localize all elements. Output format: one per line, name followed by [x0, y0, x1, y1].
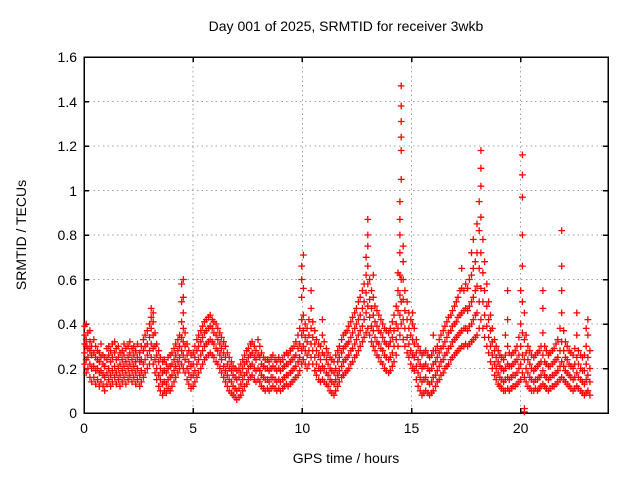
y-tick-label: 0 [69, 405, 77, 421]
x-tick-label: 0 [80, 420, 88, 436]
x-tick-label: 5 [189, 420, 198, 436]
chart-title: Day 001 of 2025, SRMTID for receiver 3wk… [208, 18, 484, 34]
scatter-points [81, 82, 594, 416]
x-axis-label: GPS time / hours [292, 450, 400, 466]
y-tick-label: 1 [69, 182, 77, 199]
y-tick-label: 0.8 [57, 227, 77, 243]
plot-border [83, 56, 609, 414]
x-tick-label: 20 [512, 420, 529, 436]
y-tick-label: 0.2 [57, 360, 77, 377]
y-tick-label: 0.6 [57, 271, 77, 288]
y-tick-label: 1.6 [57, 49, 77, 65]
x-tick-label: 15 [403, 420, 420, 436]
y-tick-label: 1.2 [57, 138, 77, 154]
y-tick-label: 0.4 [57, 316, 77, 332]
y-tick-label: 1.4 [57, 93, 77, 110]
x-tick-label: 10 [294, 420, 311, 436]
